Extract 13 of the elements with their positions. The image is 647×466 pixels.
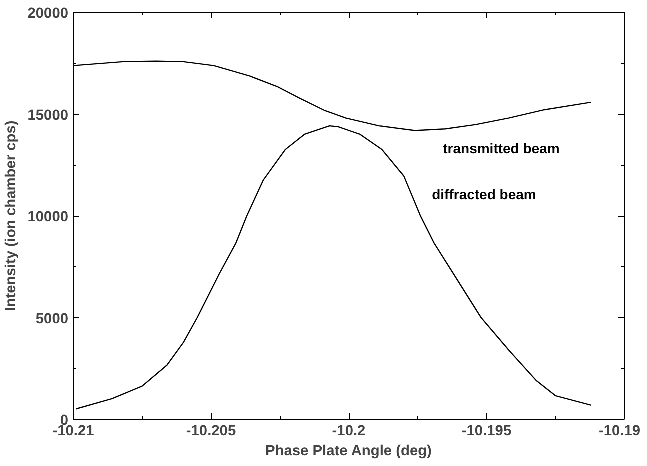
x-tick-label: -10.205: [186, 424, 236, 440]
line-series: [76, 125, 592, 410]
x-tick-label: -10.2: [332, 424, 366, 440]
y-tick-label: 5000: [36, 311, 69, 328]
x-tick-label: -10.19: [598, 424, 641, 440]
y-tick-label: 20000: [28, 6, 69, 22]
series-label: transmitted beam: [443, 140, 560, 157]
y-axis-title: Intensity (ion chamber cps): [4, 120, 20, 312]
y-tick-label: 15000: [28, 108, 69, 124]
y-tick-label: 10000: [28, 210, 69, 226]
x-tick-label: -10.195: [462, 424, 512, 440]
x-axis-title: Phase Plate Angle (deg): [266, 444, 432, 460]
series-label: diffracted beam: [432, 186, 536, 202]
